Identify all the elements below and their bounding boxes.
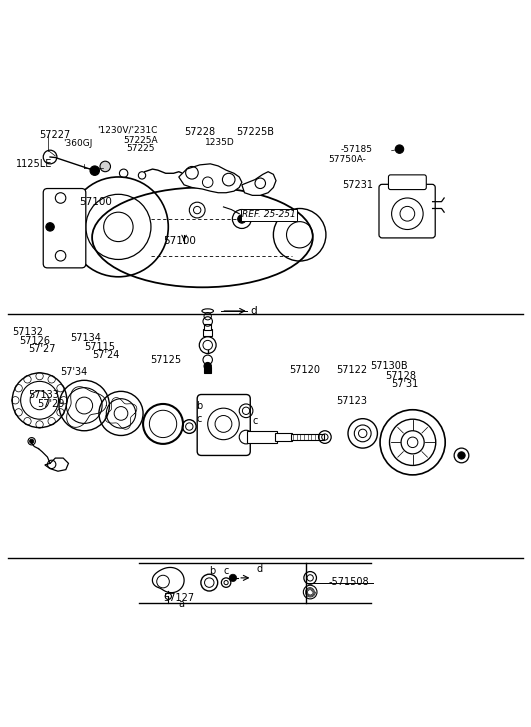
Circle shape xyxy=(204,363,211,370)
Text: 57128: 57128 xyxy=(385,371,416,381)
Text: 57228: 57228 xyxy=(184,127,215,137)
Text: 57'24: 57'24 xyxy=(92,350,119,360)
Text: REF. 25-251: REF. 25-251 xyxy=(242,210,296,220)
Text: a: a xyxy=(179,598,185,608)
Text: d: d xyxy=(251,306,258,316)
Polygon shape xyxy=(242,172,276,196)
FancyBboxPatch shape xyxy=(389,175,426,190)
Circle shape xyxy=(395,145,404,153)
FancyBboxPatch shape xyxy=(246,431,277,443)
Circle shape xyxy=(458,451,465,459)
Text: 57225: 57225 xyxy=(126,143,155,153)
Polygon shape xyxy=(45,458,68,471)
Circle shape xyxy=(229,574,237,582)
Circle shape xyxy=(100,161,110,172)
Text: c: c xyxy=(252,417,258,426)
Text: 57132: 57132 xyxy=(12,327,43,337)
Text: 57'29: 57'29 xyxy=(37,399,64,409)
Circle shape xyxy=(238,214,246,223)
Text: c: c xyxy=(196,414,202,424)
Text: 1235D: 1235D xyxy=(205,138,235,147)
Text: 57120: 57120 xyxy=(289,366,320,375)
Text: 57100: 57100 xyxy=(163,236,196,246)
Text: 57125: 57125 xyxy=(150,355,181,365)
Text: 57134: 57134 xyxy=(70,333,101,343)
FancyBboxPatch shape xyxy=(203,329,212,336)
Text: 57126: 57126 xyxy=(20,336,50,346)
Text: 57225B: 57225B xyxy=(237,127,275,137)
Text: 57'27: 57'27 xyxy=(28,345,56,354)
Text: 57115: 57115 xyxy=(84,342,115,352)
Text: 57100: 57100 xyxy=(79,197,112,206)
Text: 1125LE: 1125LE xyxy=(16,158,52,169)
FancyBboxPatch shape xyxy=(204,367,211,374)
FancyBboxPatch shape xyxy=(276,433,292,441)
Text: 57133: 57133 xyxy=(28,390,59,400)
FancyBboxPatch shape xyxy=(197,395,250,455)
FancyBboxPatch shape xyxy=(379,185,435,238)
Text: 57123: 57123 xyxy=(337,395,367,406)
Text: '360GJ: '360GJ xyxy=(63,140,92,148)
FancyBboxPatch shape xyxy=(291,434,324,441)
Text: -571508: -571508 xyxy=(329,577,369,587)
Text: b: b xyxy=(196,401,202,411)
Circle shape xyxy=(90,166,99,175)
Text: '1230V/'231C: '1230V/'231C xyxy=(97,125,158,134)
Text: 57'31: 57'31 xyxy=(391,379,419,389)
Text: 57750A-: 57750A- xyxy=(329,155,366,164)
FancyBboxPatch shape xyxy=(43,188,86,268)
Polygon shape xyxy=(152,568,184,593)
Text: 57130B: 57130B xyxy=(371,361,408,371)
Text: 57225A: 57225A xyxy=(124,136,158,145)
Circle shape xyxy=(30,439,34,443)
Text: -57185: -57185 xyxy=(341,145,373,154)
Text: 57127: 57127 xyxy=(163,593,194,603)
Text: 57'34: 57'34 xyxy=(61,367,88,377)
Polygon shape xyxy=(179,164,242,193)
Text: 57122: 57122 xyxy=(337,366,367,375)
Text: c: c xyxy=(224,566,229,576)
Text: 57231: 57231 xyxy=(341,180,373,190)
FancyBboxPatch shape xyxy=(204,324,211,330)
Text: b: b xyxy=(209,566,216,576)
Text: d: d xyxy=(256,564,263,574)
Circle shape xyxy=(46,222,54,231)
Text: 57227: 57227 xyxy=(39,130,71,140)
